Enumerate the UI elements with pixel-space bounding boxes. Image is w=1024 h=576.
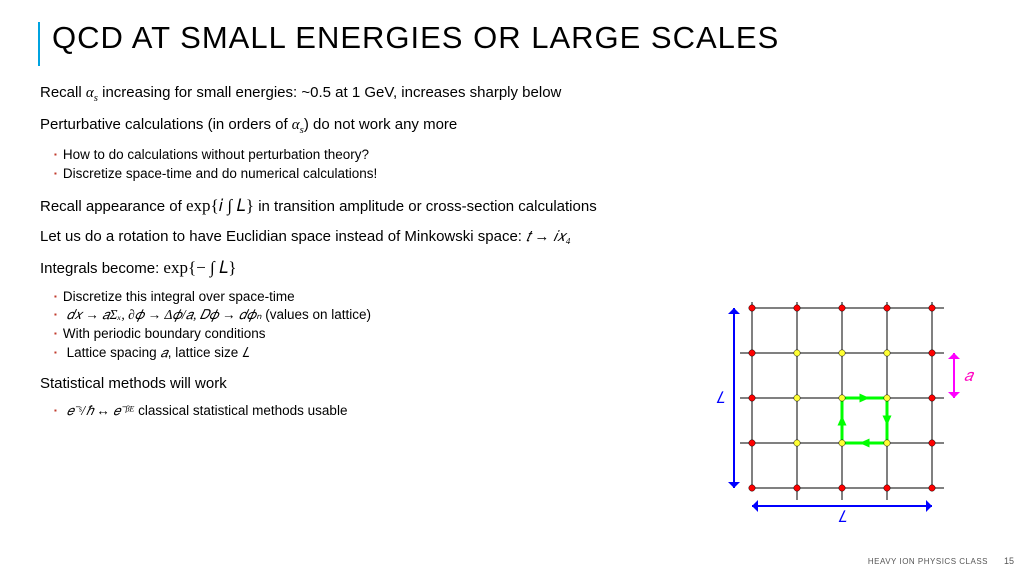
line-perturb: Perturbative calculations (in orders of … — [40, 114, 980, 138]
line-recall: Recall αs increasing for small energies:… — [40, 82, 980, 106]
svg-text:𝑎: 𝑎 — [964, 368, 975, 385]
lattice-diagram: 𝐿 𝐿𝑎 — [688, 302, 988, 522]
line-euclid: Let us do a rotation to have Euclidian s… — [40, 226, 980, 248]
svg-text:𝐿: 𝐿 — [838, 509, 847, 522]
line-integrals: Integrals become: exp{− ∫ 𝐿} — [40, 256, 980, 280]
footer-text: HEAVY ION PHYSICS CLASS — [868, 557, 988, 566]
accent-bar — [38, 22, 40, 66]
slide-title: QCD AT SMALL ENERGIES OR LARGE SCALES — [52, 20, 779, 56]
line-exp: Recall appearance of exp{𝑖 ∫ 𝐿} in trans… — [40, 194, 980, 218]
sub-discretize: Discretize space-time and do numerical c… — [54, 165, 980, 184]
sub-howto: How to do calculations without perturbat… — [54, 146, 980, 165]
page-number: 15 — [1004, 556, 1014, 566]
svg-text:𝐿: 𝐿 — [716, 390, 725, 407]
